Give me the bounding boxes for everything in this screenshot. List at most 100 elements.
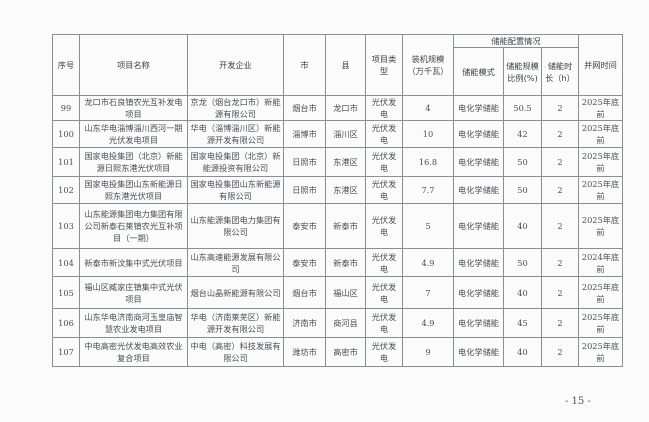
cell-mode: 电化学储能 [453,203,504,249]
cell-capacity: 4 [402,95,454,121]
cell-county: 龙口市 [325,95,366,121]
table-row: 104 新泰市新汶集中式光伏项目 山东高速能源发展有限公司 泰安市 新泰市 光伏发电 4.9… [52,248,623,277]
cell-name: 山东能源集团电力集团有限公司新泰石莱镇农光互补项目（一期） [79,203,188,249]
cell-county: 高密市 [325,337,366,367]
cell-county: 新泰市 [325,203,366,249]
cell-type: 光伏发电 [365,276,403,309]
cell-ratio: 40 [503,203,542,249]
cell-city: 烟台市 [283,95,326,121]
project-table: 序号 项目名称 开发企业 市 县 项目类型 装机规模（万千瓦） 储能配置情况 并… [52,34,623,367]
cell-capacity: 4.9 [402,308,454,338]
cell-city: 淄博市 [283,120,326,148]
cell-hours: 2 [541,120,579,148]
header-city: 市 [283,34,326,96]
cell-ratio: 50.5 [503,95,542,121]
cell-capacity: 5 [402,203,454,249]
cell-time: 2025年底前 [578,276,623,309]
cell-type: 光伏发电 [365,203,403,249]
header-seq: 序号 [52,34,80,96]
cell-hours: 2 [541,308,579,338]
cell-hours: 2 [541,176,579,204]
cell-capacity: 16.8 [402,147,454,177]
cell-mode: 电化学储能 [453,120,504,148]
cell-company: 中电（高密）科技发展有限公司 [187,337,284,367]
cell-mode: 电化学储能 [453,95,504,121]
header-county: 县 [325,34,366,96]
table-row: 101 国家电投集团（北京）新能源日照东港光伏项目 国家电投集团（北京）新能源投资有… [52,147,623,177]
cell-seq: 103 [52,203,80,249]
cell-county: 东港区 [325,176,366,204]
cell-mode: 电化学储能 [453,276,504,309]
cell-ratio: 42 [503,120,542,148]
cell-seq: 105 [52,276,80,309]
cell-time: 2025年底前 [578,203,623,249]
header-name: 项目名称 [79,34,188,96]
cell-time: 2025年底前 [578,120,623,148]
cell-time: 2025年底前 [578,308,623,338]
header-capacity: 装机规模（万千瓦） [402,34,454,96]
header-company: 开发企业 [187,34,284,96]
cell-hours: 2 [541,337,579,367]
table-row: 106 山东华电济南商河玉皇庙智慧农业发电项目 华电（济南莱芜区）新能源开发有限公司… [52,308,623,338]
cell-company: 国家电投集团（北京）新能源投资有限公司 [187,147,284,177]
cell-company: 国家电投集团山东新能源有限公司 [187,176,284,204]
cell-time: 2025年底前 [578,176,623,204]
cell-hours: 2 [541,95,579,121]
cell-seq: 101 [52,147,80,177]
cell-county: 东港区 [325,147,366,177]
cell-ratio: 50 [503,248,542,277]
header-storage-hours: 储能时长（h） [541,47,579,96]
table-row: 103 山东能源集团电力集团有限公司新泰石莱镇农光互补项目（一期） 山东能源集团电力… [52,203,623,249]
cell-capacity: 4.9 [402,248,454,277]
cell-capacity: 7 [402,276,454,309]
cell-county: 新泰市 [325,248,366,277]
header-grid-time: 并网时间 [578,34,623,96]
cell-city: 日照市 [283,147,326,177]
cell-seq: 102 [52,176,80,204]
cell-hours: 2 [541,276,579,309]
header-storage-group: 储能配置情况 [453,34,579,48]
cell-company: 山东高速能源发展有限公司 [187,248,284,277]
cell-type: 光伏发电 [365,337,403,367]
cell-hours: 2 [541,248,579,277]
cell-name: 国家电投集团山东新能源日照东港光伏项目 [79,176,188,204]
cell-name: 山东华电济南商河玉皇庙智慧农业发电项目 [79,308,188,338]
cell-seq: 107 [52,337,80,367]
cell-mode: 电化学储能 [453,308,504,338]
cell-time: 2025年底前 [578,95,623,121]
cell-name: 国家电投集团（北京）新能源日照东港光伏项目 [79,147,188,177]
cell-county: 福山区 [325,276,366,309]
cell-capacity: 9 [402,337,454,367]
cell-company: 烟台山晶新能源有限公司 [187,276,284,309]
cell-name: 山东华电淄博淄川西河一期光伏发电项目 [79,120,188,148]
page-number: - 15 - [565,396,591,407]
cell-time: 2024年底前 [578,248,623,277]
cell-seq: 99 [52,95,80,121]
cell-type: 光伏发电 [365,308,403,338]
cell-company: 华电（济南莱芜区）新能源开发有限公司 [187,308,284,338]
header-storage-ratio: 储能规模比例(%) [503,47,542,96]
table-row: 100 山东华电淄博淄川西河一期光伏发电项目 华电（淄博淄川区）新能源开发有限公司淄… [52,120,623,148]
cell-type: 光伏发电 [365,95,403,121]
cell-hours: 2 [541,147,579,177]
cell-type: 光伏发电 [365,248,403,277]
cell-name: 龙口市石良镇农光互补发电项目 [79,95,188,121]
table-row: 107 中电高密光伏发电高效农业复合项目 中电（高密）科技发展有限公司 潍坊市 高密市光… [52,337,623,367]
cell-city: 潍坊市 [283,337,326,367]
cell-company: 山东能源集团电力集团有限公司 [187,203,284,249]
cell-capacity: 7.7 [402,176,454,204]
cell-hours: 2 [541,203,579,249]
cell-county: 淄川区 [325,120,366,148]
cell-ratio: 40 [503,337,542,367]
cell-company: 华电（淄博淄川区）新能源开发有限公司 [187,120,284,148]
cell-county: 商河县 [325,308,366,338]
cell-city: 日照市 [283,176,326,204]
cell-ratio: 45 [503,308,542,338]
table-row: 102 国家电投集团山东新能源日照东港光伏项目 国家电投集团山东新能源有限公司 日照市… [52,176,623,204]
cell-capacity: 10 [402,120,454,148]
cell-mode: 电化学储能 [453,337,504,367]
cell-mode: 电化学储能 [453,147,504,177]
cell-type: 光伏发电 [365,147,403,177]
cell-name: 中电高密光伏发电高效农业复合项目 [79,337,188,367]
cell-type: 光伏发电 [365,120,403,148]
